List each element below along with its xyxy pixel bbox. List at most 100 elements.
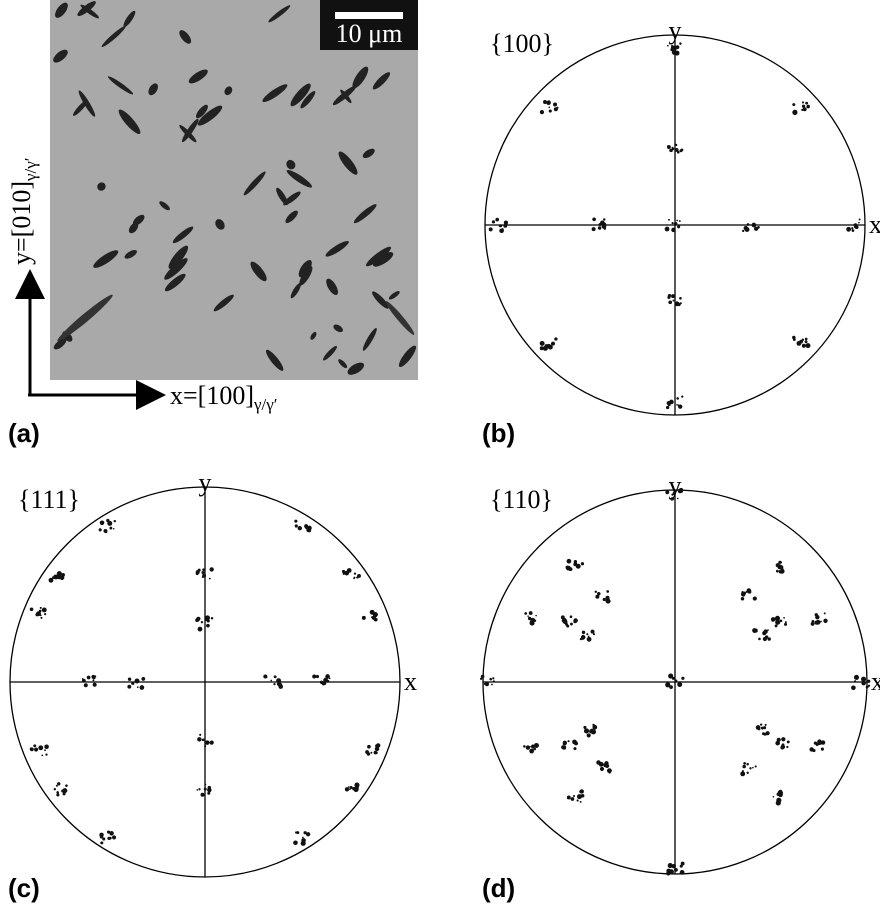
pole-dot (582, 637, 585, 640)
pole-dot (370, 610, 375, 615)
pole-dot (776, 800, 781, 805)
pole-dot (584, 728, 589, 733)
y-label: y (669, 471, 682, 500)
pole-dot (666, 682, 668, 684)
pole-dot (671, 294, 675, 298)
pole-dot (675, 680, 677, 682)
pole-dot (345, 787, 349, 791)
y-axis-label: y=[010]γ/γ′ (7, 158, 40, 265)
pole-dot (868, 685, 870, 687)
pole-dot (581, 794, 585, 798)
pole-dot (140, 685, 145, 690)
plane-label: {111} (18, 485, 80, 514)
pole-dot (54, 788, 56, 790)
pole-dot (573, 618, 578, 623)
pole-dot (543, 100, 547, 104)
pole-dot (353, 578, 355, 580)
y-label: y (199, 468, 212, 497)
micrograph-background (50, 0, 418, 380)
pole-dot (852, 229, 855, 232)
pole-dot (680, 865, 683, 868)
pole-dot (293, 840, 298, 845)
pole-dot (325, 674, 330, 679)
pole-dot (586, 633, 588, 635)
pole-dot (481, 675, 485, 679)
pole-dot (753, 596, 757, 600)
pole-dot (854, 226, 856, 228)
pole-dot (778, 793, 783, 798)
pole-dot (582, 631, 585, 634)
pole-dot (196, 570, 200, 574)
pole-dot (587, 733, 591, 737)
pole-dot (757, 226, 760, 229)
pole-dot (747, 223, 750, 226)
pole-dot (672, 864, 676, 868)
pole-dot (583, 726, 586, 729)
pole-dot (781, 737, 785, 741)
pole-dot (312, 674, 316, 678)
pole-dot (600, 767, 604, 771)
pole-dot (141, 677, 145, 681)
pole-dot (295, 524, 298, 527)
pole-dot (529, 611, 533, 615)
pole-dot (672, 677, 675, 680)
pole-dot (742, 230, 744, 232)
pole-dot (666, 869, 671, 874)
pole-dot (34, 748, 38, 752)
pole-dot (681, 395, 683, 397)
pole-dot (52, 576, 55, 579)
pole-dot (305, 526, 307, 528)
pole-dot (534, 620, 536, 622)
pole-dot (668, 300, 672, 304)
pole-dot (63, 792, 66, 795)
pole-dot (803, 107, 807, 111)
pole-dot (204, 745, 206, 747)
pole-dot (579, 791, 581, 793)
pole-dot (859, 218, 861, 220)
pole-dot (779, 565, 783, 569)
scale-bar-label: 10 μm (336, 19, 403, 48)
pole-dot (207, 788, 212, 793)
pole-dot (201, 571, 204, 574)
pole-dot (202, 568, 205, 571)
pole-dot (503, 224, 507, 228)
pole-dot (56, 791, 59, 794)
pole-dot (669, 685, 673, 689)
pole-dot (742, 765, 746, 769)
pole-dot (370, 752, 372, 754)
pole-dot (775, 624, 778, 627)
pole-dot (679, 297, 682, 300)
pole-dot (570, 615, 573, 618)
pole-dot (761, 727, 764, 730)
pole-dot (592, 217, 596, 221)
pole-dot (668, 219, 670, 221)
pole-dot (552, 343, 554, 345)
pole-dot (567, 559, 572, 564)
plane-label: {110} (490, 485, 553, 514)
pole-dot (787, 740, 790, 743)
pole-dot (858, 222, 860, 224)
pole-dot (270, 680, 272, 682)
pole-dot (197, 737, 201, 741)
pole-dot (571, 797, 575, 801)
pole-dot (681, 677, 684, 680)
pole-dot (301, 843, 304, 846)
pole-dot (563, 620, 568, 625)
pole-dot (592, 227, 596, 231)
pole-dot (680, 302, 682, 304)
pole-dot (540, 110, 544, 114)
pole-dot (566, 625, 569, 628)
pole-dot (532, 746, 534, 748)
pole-dot (196, 789, 198, 791)
pole-dot (672, 147, 674, 149)
pole-dot (343, 573, 345, 575)
pole-dot (113, 528, 115, 530)
pole-dot (57, 782, 60, 785)
panel-label: (a) (8, 418, 40, 448)
pole-dot (671, 228, 675, 232)
pole-dot (758, 638, 761, 641)
pole-dot (201, 621, 203, 623)
pole-dot (202, 739, 205, 742)
pole-dot (114, 520, 116, 522)
pole-dot (107, 837, 110, 840)
